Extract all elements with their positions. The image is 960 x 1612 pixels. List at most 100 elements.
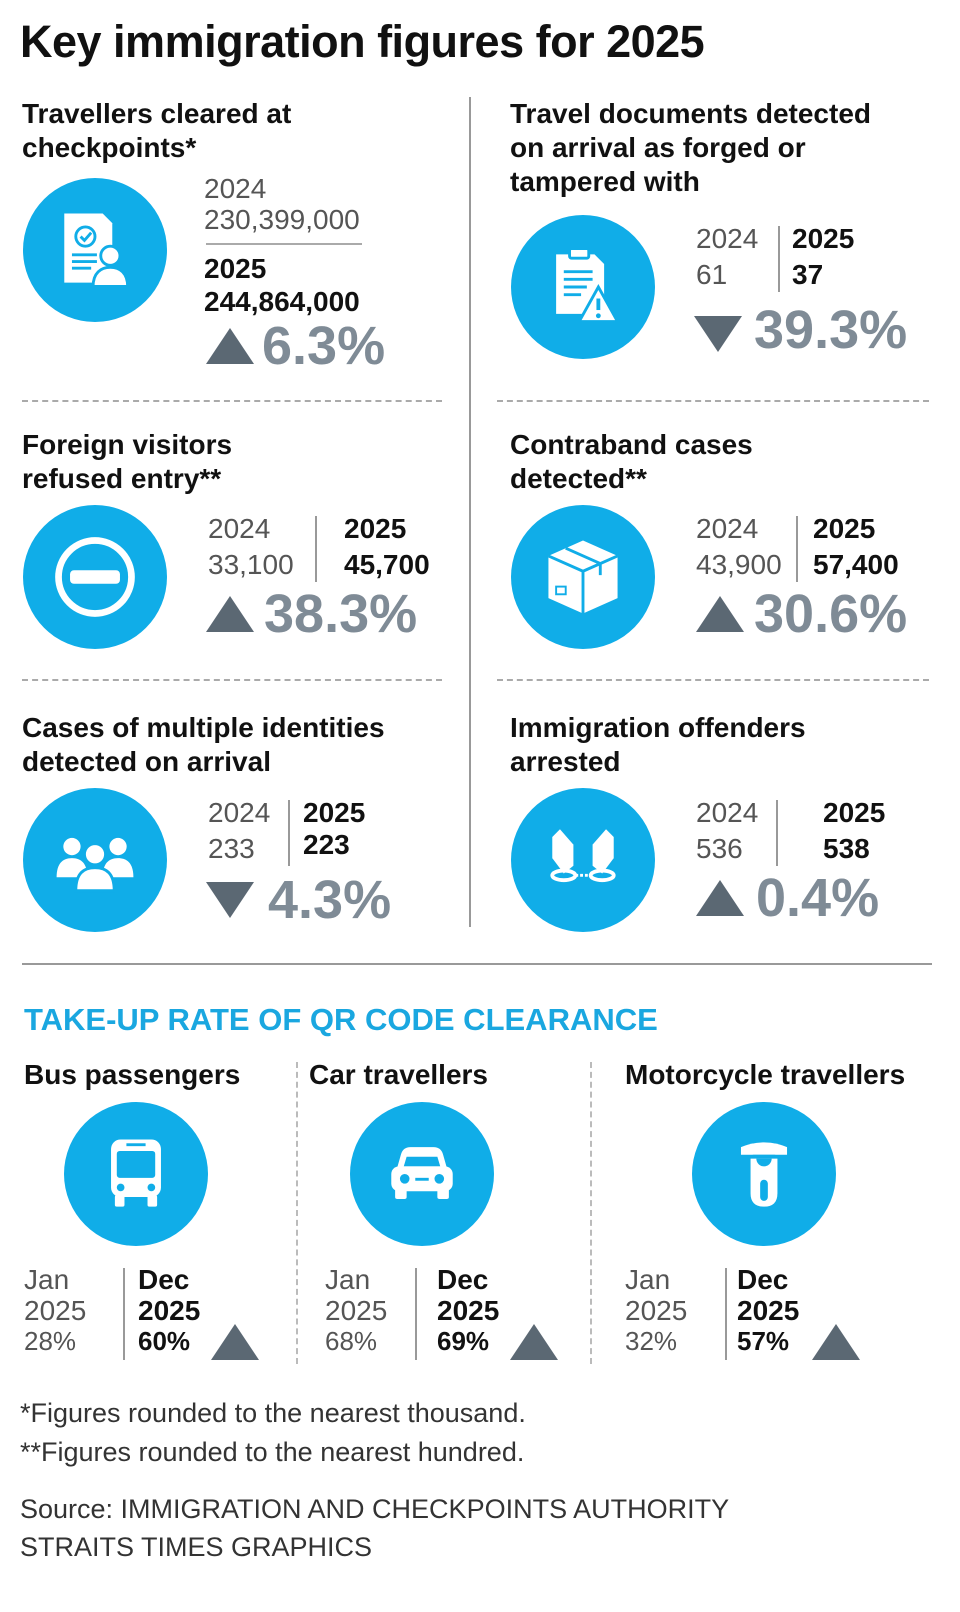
year-2025-label: 2025 [792,223,855,254]
divider [123,1268,125,1360]
car-icon [350,1102,494,1246]
month: Dec [138,1264,190,1295]
qr-section-title: TAKE-UP RATE OF QR CODE CLEARANCE [24,1002,658,1037]
value-2025: 223 [303,829,350,860]
up-arrow-icon [206,328,254,364]
dec-value: 69% [437,1326,490,1356]
value-2025: 538 [823,833,870,864]
column-divider [590,1062,592,1364]
year: 2025 [437,1295,500,1326]
row-divider [497,679,929,681]
row-divider [22,679,442,681]
heading-line: detected on arrival [22,746,271,777]
month: Dec [437,1264,489,1295]
dec-block: Dec 2025 69% [437,1264,499,1357]
change-percent: 0.4% [756,868,880,928]
heading-line: tampered with [510,166,700,197]
change-percent: 6.3% [262,316,386,376]
up-arrow-icon [510,1324,558,1360]
heading-line: arrested [510,746,621,777]
value-2024: 43,900 [696,549,782,580]
card-heading: Immigration offenders arrested [510,711,806,779]
source-line: Source: IMMIGRATION AND CHECKPOINTS AUTH… [20,1494,730,1524]
value-2025: 45,700 [344,549,430,580]
qr-label: Car travellers [309,1059,489,1090]
document-warning-icon [511,215,655,359]
column-divider [469,97,471,927]
year-2025-label: 2025 [204,253,267,284]
no-entry-icon [23,505,167,649]
divider [776,800,778,866]
jan-block: Jan 2025 32% [625,1264,687,1357]
value-2025: 244,864,000 [204,286,360,317]
dec-value: 60% [138,1326,191,1356]
page-title: Key immigration figures for 2025 [20,16,705,67]
value-2024: 230,399,000 [204,204,360,235]
change-percent: 30.6% [754,584,908,644]
value-2024: 233 [208,833,255,864]
card-heading: Travellers cleared at checkpoints* [22,97,291,165]
row-divider [497,400,929,402]
year: 2025 [625,1295,688,1326]
year-2024-label: 2024 [208,797,271,828]
divider [725,1268,727,1360]
year: 2025 [737,1295,800,1326]
card-heading: Foreign visitors refused entry** [22,428,232,496]
divider [796,516,798,582]
bus-icon [64,1102,208,1246]
year: 2025 [24,1295,87,1326]
qr-label: Motorcycle travellers [625,1059,906,1090]
card-heading: Travel documents detected on arrival as f… [510,97,871,199]
value-2024: 33,100 [208,549,294,580]
value-2024: 61 [696,259,728,290]
heading-line: detected** [510,463,647,494]
year: 2025 [325,1295,388,1326]
month: Dec [737,1264,789,1295]
down-arrow-icon [206,882,254,918]
heading-line: Travellers cleared at [22,98,292,129]
divider [206,243,362,245]
change-percent: 4.3% [268,870,392,930]
year-2024-label: 2024 [696,223,759,254]
value-2024: 536 [696,833,743,864]
divider [288,800,290,866]
heading-line: Immigration offenders [510,712,806,743]
card-heading: Contraband cases detected** [510,428,753,496]
year-2024-label: 2024 [208,513,271,544]
heading-line: checkpoints* [22,132,197,163]
up-arrow-icon [812,1324,860,1360]
document-person-icon [23,178,167,322]
jan-value: 28% [24,1326,77,1356]
handcuffs-icon [511,788,655,932]
people-group-icon [23,788,167,932]
up-arrow-icon [211,1324,259,1360]
section-divider [22,963,932,965]
jan-block: Jan 2025 68% [325,1264,387,1357]
change-percent: 39.3% [754,300,908,360]
up-arrow-icon [696,596,744,632]
year-2024-label: 2024 [696,513,759,544]
qr-label: Bus passengers [24,1059,241,1090]
year-2025-label: 2025 [303,797,366,828]
heading-line: Contraband cases [510,429,753,460]
month: Jan [325,1264,371,1295]
heading-line: refused entry** [22,463,222,494]
down-arrow-icon [694,316,742,352]
heading-line: on arrival as forged or [510,132,806,163]
dec-value: 57% [737,1326,790,1356]
heading-line: Travel documents detected [510,98,872,129]
credit-line: STRAITS TIMES GRAPHICS [20,1532,373,1562]
year: 2025 [138,1295,201,1326]
year-2024-label: 2024 [204,173,267,204]
column-divider [296,1062,298,1364]
jan-block: Jan 2025 28% [24,1264,86,1357]
up-arrow-icon [206,596,254,632]
divider [778,226,780,292]
change-percent: 38.3% [264,584,418,644]
year-2025-label: 2025 [344,513,407,544]
heading-line: Foreign visitors [22,429,233,460]
scooter-icon [692,1102,836,1246]
value-2025: 37 [792,259,824,290]
year-2025-label: 2025 [813,513,876,544]
dec-block: Dec 2025 60% [138,1264,200,1357]
